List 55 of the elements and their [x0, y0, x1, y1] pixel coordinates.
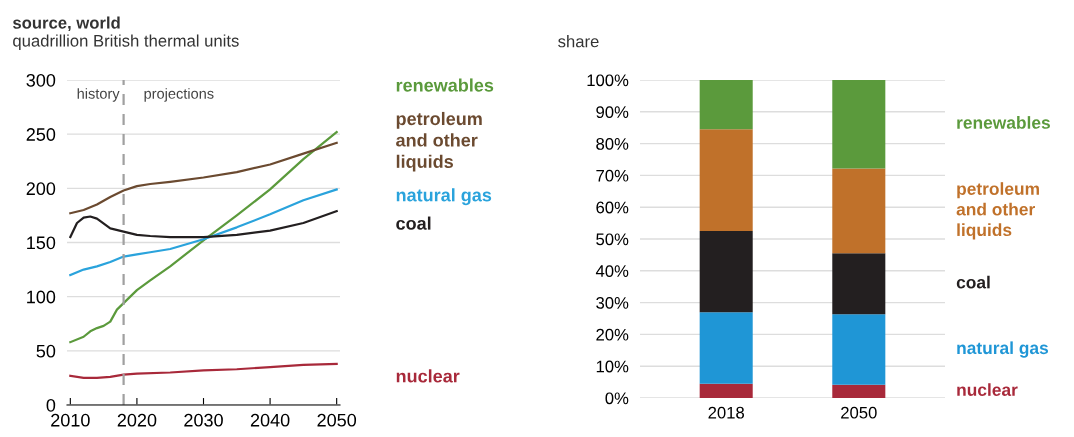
chart-title: source, world [12, 16, 120, 32]
line-series [69, 130, 338, 344]
text: renewables [396, 78, 494, 92]
annotation: projections [144, 88, 214, 102]
text: renewables [957, 116, 1050, 129]
text: natural gas [396, 188, 492, 206]
x-tick-label: 2010 [51, 413, 90, 427]
bar [699, 231, 753, 313]
line-series [69, 188, 338, 277]
y-tick-label: 50% [596, 233, 629, 246]
x-tick-label: 2050 [841, 406, 877, 419]
y-tick-label: 200 [26, 182, 56, 196]
text: petroleum and other liquids [396, 111, 482, 172]
y-tick-label: 100% [587, 74, 629, 87]
y-tick-label: 70% [596, 169, 629, 182]
bar [832, 253, 886, 315]
y-tick-label: 150 [27, 236, 56, 250]
text: coal [956, 275, 990, 289]
y-tick-label: 30% [596, 297, 629, 309]
chart-subtitle: quadrillion British thermal units [13, 34, 239, 50]
y-tick-label: 60% [596, 201, 629, 214]
bar [699, 129, 753, 232]
y-tick-label: 250 [26, 128, 56, 141]
bar [699, 312, 753, 384]
bar [832, 80, 886, 169]
line-series [69, 362, 338, 380]
annotation: history [77, 88, 120, 102]
text: petroleum and other liquids [956, 182, 1039, 240]
bar [699, 383, 753, 398]
bar [832, 168, 886, 254]
x-tick-label: 2030 [184, 413, 223, 427]
chart-title: share [558, 35, 599, 48]
x-tick-label: 2020 [117, 413, 157, 427]
bar [832, 384, 886, 398]
y-tick-label: 10% [596, 360, 629, 373]
y-tick-label: 90% [596, 106, 629, 118]
line-series [69, 209, 338, 239]
line-series [69, 141, 338, 215]
y-tick-label: 0% [605, 392, 629, 405]
x-tick-label: 2050 [317, 413, 357, 427]
y-tick-label: 300 [26, 73, 56, 87]
y-tick-label: 50 [36, 344, 56, 358]
y-tick-label: 40% [595, 265, 629, 277]
y-tick-label: 100 [27, 290, 56, 304]
bar [699, 80, 753, 130]
text: nuclear [396, 369, 460, 383]
bar [832, 314, 886, 385]
y-tick-label: 0 [46, 398, 56, 412]
text: nuclear [957, 383, 1018, 396]
y-tick-label: 80% [596, 138, 629, 150]
x-tick-label: 2018 [708, 406, 745, 419]
text: natural gas [957, 341, 1049, 358]
y-tick-label: 20% [596, 328, 629, 341]
x-tick-label: 2040 [250, 413, 290, 427]
text: coal [396, 216, 431, 230]
